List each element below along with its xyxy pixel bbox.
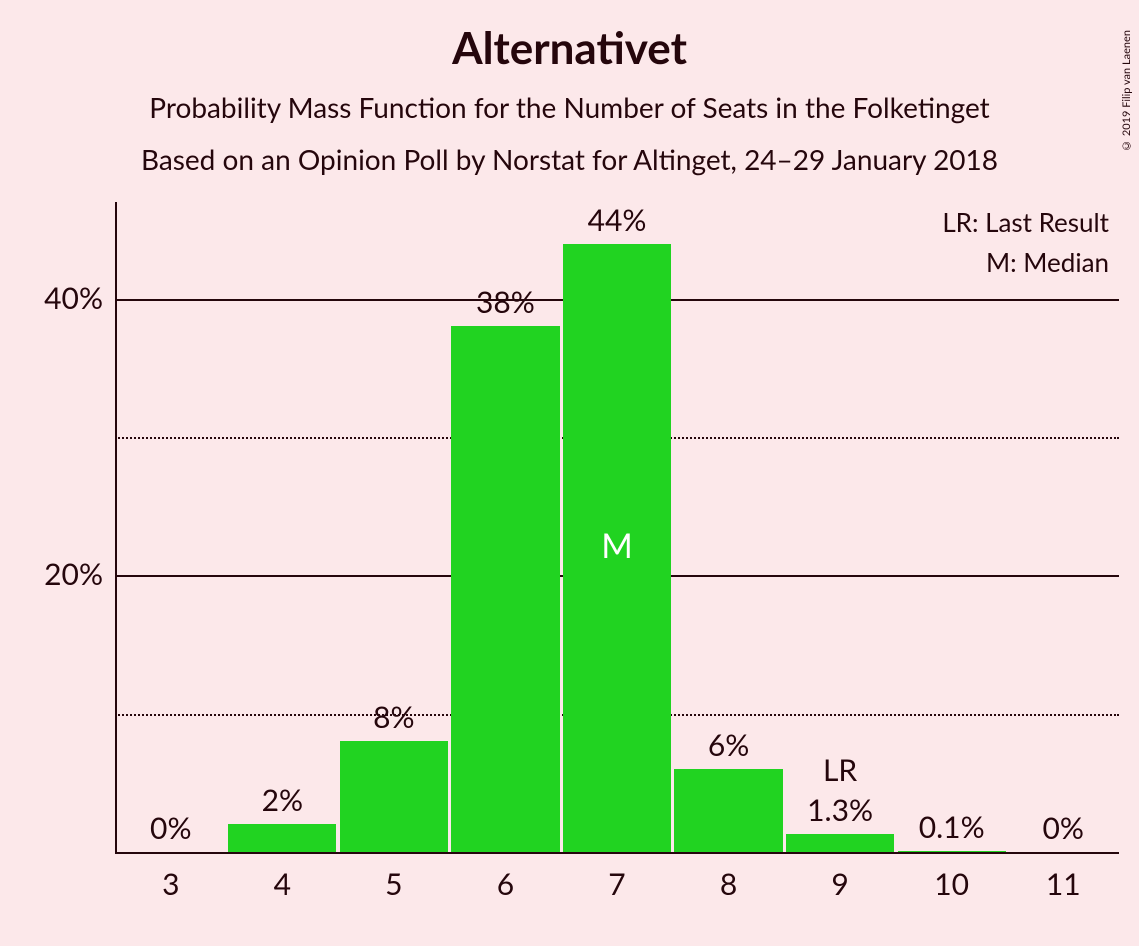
chart-plot-area: 20%40%0%32%48%538%644%M76%8LR1.3%90.1%10…	[115, 202, 1119, 852]
x-tick-label: 3	[162, 866, 179, 902]
legend-item: LR: Last Result	[942, 206, 1109, 238]
x-tick-label: 7	[608, 866, 625, 902]
bar	[898, 851, 1006, 852]
x-tick-label: 10	[934, 866, 969, 902]
chart-subtitle-2: Based on an Opinion Poll by Norstat for …	[0, 142, 1139, 176]
x-axis	[115, 852, 1119, 854]
bar	[340, 741, 448, 852]
bar-value-label: 0%	[150, 810, 191, 846]
bar-value-label: 44%	[588, 202, 647, 238]
bar-value-label: 0.1%	[919, 809, 985, 845]
x-tick-label: 6	[497, 866, 514, 902]
copyright-text: © 2019 Filip van Laenen	[1120, 30, 1133, 152]
x-tick-label: 11	[1046, 866, 1081, 902]
bar-value-label: 6%	[708, 727, 749, 763]
bar	[674, 769, 782, 852]
x-tick-label: 4	[274, 866, 291, 902]
y-tick-label: 20%	[44, 556, 103, 592]
lr-marker: LR	[823, 752, 857, 788]
bar	[786, 834, 894, 852]
bar-value-label: 8%	[373, 699, 414, 735]
bar-value-label: 2%	[262, 782, 303, 818]
chart-legend: LR: Last Result M: Median	[942, 206, 1109, 286]
bar	[228, 824, 336, 852]
y-axis	[115, 202, 117, 852]
median-marker: M	[601, 525, 633, 566]
chart-title: Alternativet	[0, 22, 1139, 74]
chart-subtitle-1: Probability Mass Function for the Number…	[0, 90, 1139, 124]
bar-value-label: 1.3%	[807, 792, 873, 828]
legend-item: M: Median	[942, 246, 1109, 278]
x-tick-label: 5	[385, 866, 402, 902]
x-tick-label: 9	[831, 866, 848, 902]
x-tick-label: 8	[720, 866, 737, 902]
bar-value-label: 38%	[476, 284, 535, 320]
y-tick-label: 40%	[44, 280, 103, 316]
bar	[451, 326, 559, 852]
bar-value-label: 0%	[1042, 810, 1083, 846]
